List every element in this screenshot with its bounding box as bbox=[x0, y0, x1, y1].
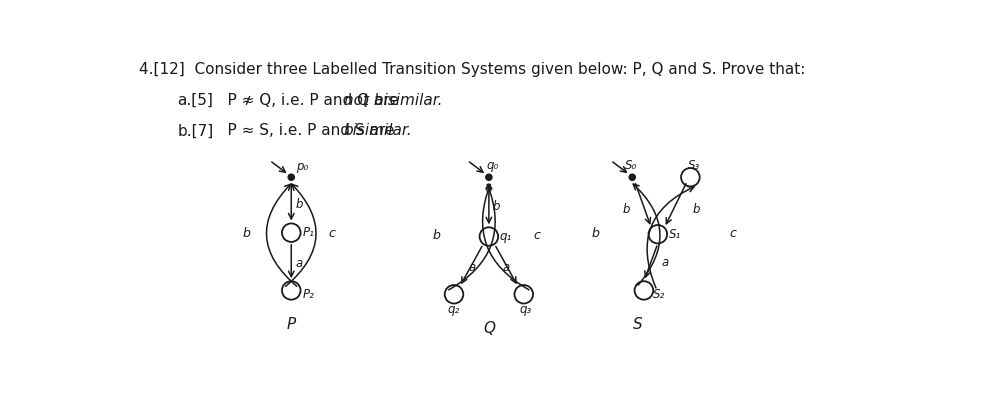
Text: a: a bbox=[662, 256, 669, 269]
Text: P: P bbox=[286, 317, 296, 332]
Text: c: c bbox=[533, 229, 540, 242]
Text: b: b bbox=[622, 203, 630, 216]
Circle shape bbox=[288, 174, 294, 180]
Text: a: a bbox=[502, 261, 509, 274]
Text: q₁: q₁ bbox=[499, 230, 512, 243]
Text: b: b bbox=[433, 229, 440, 242]
Text: S₀: S₀ bbox=[624, 159, 637, 172]
Text: Q: Q bbox=[483, 321, 495, 336]
Text: S₃: S₃ bbox=[688, 159, 700, 172]
Text: P ≈ S, i.e. P and S are: P ≈ S, i.e. P and S are bbox=[208, 123, 400, 138]
Text: c: c bbox=[328, 227, 335, 240]
Text: S: S bbox=[633, 317, 642, 332]
Text: q₀: q₀ bbox=[487, 159, 498, 172]
Text: 4.[12]  Consider three Labelled Transition Systems given below: P, Q and S. Prov: 4.[12] Consider three Labelled Transitio… bbox=[139, 62, 805, 77]
Text: not bisimilar.: not bisimilar. bbox=[344, 93, 443, 108]
Circle shape bbox=[629, 174, 635, 180]
Text: S₁: S₁ bbox=[669, 228, 681, 241]
Text: b.[7]: b.[7] bbox=[177, 123, 213, 138]
Text: b: b bbox=[493, 200, 500, 213]
Text: b: b bbox=[591, 227, 599, 240]
Text: P ≉ Q, i.e. P and Q are: P ≉ Q, i.e. P and Q are bbox=[208, 93, 404, 108]
Text: q₂: q₂ bbox=[448, 303, 461, 316]
Text: p₀: p₀ bbox=[296, 160, 308, 173]
Text: a: a bbox=[295, 257, 303, 270]
Text: b: b bbox=[242, 227, 250, 240]
Text: a: a bbox=[469, 261, 476, 274]
Circle shape bbox=[486, 174, 492, 180]
Text: P₂: P₂ bbox=[302, 288, 314, 301]
Text: b: b bbox=[693, 203, 700, 216]
Text: S₂: S₂ bbox=[653, 288, 666, 301]
Text: q₃: q₃ bbox=[519, 303, 531, 316]
Text: a.[5]: a.[5] bbox=[177, 93, 213, 108]
Text: b: b bbox=[295, 198, 303, 211]
Text: c: c bbox=[730, 227, 737, 240]
Text: bisimilar.: bisimilar. bbox=[344, 123, 413, 138]
Text: P₁: P₁ bbox=[302, 226, 314, 239]
